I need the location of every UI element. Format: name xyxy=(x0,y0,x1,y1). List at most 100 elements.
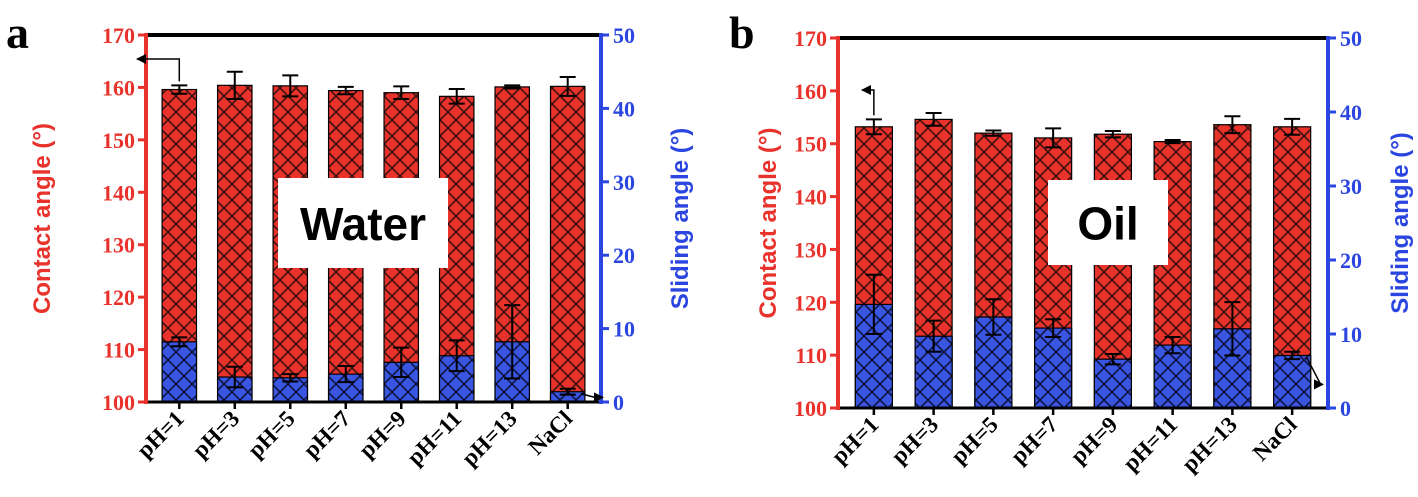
x-tick-label-pH=3: pH=3 xyxy=(188,406,245,463)
sliding-angle-error-pH=13 xyxy=(1224,301,1241,357)
x-tick-label-pH=5: pH=5 xyxy=(946,412,1003,469)
left-tick-label-110: 110 xyxy=(795,343,827,368)
left-tick-label-110: 110 xyxy=(103,338,135,363)
sliding-angle-bar-pH=11 xyxy=(1153,344,1192,409)
sliding-angle-bar-pH=5 xyxy=(272,377,309,403)
x-tick-label-pH=13: pH=13 xyxy=(1177,412,1242,477)
sliding-angle-error-pH=11 xyxy=(1164,335,1181,355)
left-tick-label-100: 100 xyxy=(794,396,827,421)
left-tick-label-130: 130 xyxy=(794,237,827,262)
right-tick-label-0: 0 xyxy=(613,390,624,415)
overlay-label: Oil xyxy=(1077,198,1138,250)
right-tick-label-0: 0 xyxy=(1340,396,1351,421)
left-tick-label-130: 130 xyxy=(102,233,135,258)
sliding-angle-error-pH=13 xyxy=(504,304,521,380)
contact-angle-error-NaCl xyxy=(559,75,576,97)
sliding-angle-error-pH=11 xyxy=(448,339,465,373)
contact-angle-error-pH=9 xyxy=(393,85,410,100)
right-y-axis-title: Sliding angle (°) xyxy=(667,128,694,310)
panel-a-water: a Water 100 110 120 130 140 150 160 170 0 10 20 30 40 5… xyxy=(6,7,694,471)
left-tick-label-150: 150 xyxy=(102,128,135,153)
contact-angle-error-pH=3 xyxy=(226,70,243,100)
x-tick-label-pH=1: pH=1 xyxy=(132,406,189,463)
panel-b-oil: b Oil 100 110 120 130 140 150 160 170 0 10 20 30 40 50 p… xyxy=(729,7,1414,477)
panel-label: b xyxy=(729,7,755,58)
x-tick-label-pH=7: pH=7 xyxy=(299,406,356,463)
left-tick-label-140: 140 xyxy=(794,185,827,210)
left-y-axis-title: Contact angle (°) xyxy=(29,123,56,314)
sliding-angle-bar-pH=7 xyxy=(1033,327,1073,409)
contact-angle-error-pH=5 xyxy=(282,74,299,98)
contact-angle-error-pH=9 xyxy=(1104,130,1121,139)
x-tick-label-pH=5: pH=5 xyxy=(243,406,300,463)
left-tick-label-160: 160 xyxy=(794,79,827,104)
x-tick-label-pH=3: pH=3 xyxy=(886,412,943,469)
sliding-angle-bar-pH=1 xyxy=(161,341,198,403)
contact-angle-error-pH=7 xyxy=(337,85,354,96)
contact-angle-bar-NaCl xyxy=(549,85,586,403)
contact-angle-error-pH=13 xyxy=(504,84,521,90)
right-tick-label-30: 30 xyxy=(613,170,635,195)
sliding-angle-error-pH=9 xyxy=(1104,352,1121,366)
sliding-angle-error-pH=5 xyxy=(282,373,299,383)
x-tick-label-pH=1: pH=1 xyxy=(827,412,884,469)
left-y-axis-title: Contact angle (°) xyxy=(755,128,782,319)
overlay-label-box xyxy=(278,178,448,268)
overlay-label-box xyxy=(1048,180,1168,265)
overlay-label: Water xyxy=(300,198,426,250)
contact-angle-error-pH=3 xyxy=(925,112,942,127)
contact-angle-error-pH=7 xyxy=(1045,127,1062,149)
contact-angle-error-pH=1 xyxy=(865,118,882,136)
left-tick-label-170: 170 xyxy=(102,23,135,48)
sliding-angle-bar-NaCl xyxy=(1273,354,1312,409)
panel-label: a xyxy=(6,7,29,58)
sliding-angle-axis-arrow xyxy=(1306,357,1324,390)
left-tick-label-170: 170 xyxy=(794,26,827,51)
sliding-angle-error-pH=1 xyxy=(865,273,882,335)
right-tick-label-50: 50 xyxy=(613,23,635,48)
x-tick-label-pH=11: pH=11 xyxy=(402,406,466,470)
sliding-angle-error-NaCl xyxy=(1284,350,1301,361)
sliding-angle-error-pH=1 xyxy=(171,336,188,348)
x-tick-label-pH=9: pH=9 xyxy=(1066,412,1123,469)
left-tick-label-150: 150 xyxy=(794,132,827,157)
contact-angle-axis-arrow xyxy=(861,85,875,116)
left-tick-label-100: 100 xyxy=(102,390,135,415)
right-tick-label-30: 30 xyxy=(1340,174,1362,199)
left-tick-label-120: 120 xyxy=(794,290,827,315)
right-tick-label-20: 20 xyxy=(613,243,635,268)
sliding-angle-error-pH=3 xyxy=(226,365,243,389)
contact-angle-error-pH=13 xyxy=(1224,115,1241,135)
right-y-axis-title: Sliding angle (°) xyxy=(1387,132,1414,314)
x-tick-label-pH=11: pH=11 xyxy=(1118,412,1182,476)
right-tick-label-20: 20 xyxy=(1340,248,1362,273)
contact-angle-error-pH=5 xyxy=(985,129,1002,137)
right-tick-label-40: 40 xyxy=(1340,100,1362,125)
sliding-angle-error-NaCl xyxy=(559,387,576,396)
right-tick-label-40: 40 xyxy=(613,96,635,121)
x-tick-label-NaCl: NaCl xyxy=(523,406,577,460)
sliding-angle-error-pH=7 xyxy=(1045,318,1062,338)
sliding-angle-error-pH=9 xyxy=(393,346,410,379)
x-tick-label-NaCl: NaCl xyxy=(1248,412,1302,466)
left-tick-label-120: 120 xyxy=(102,285,135,310)
contact-angle-error-pH=11 xyxy=(1164,139,1181,145)
x-tick-label-pH=9: pH=9 xyxy=(354,406,411,463)
right-tick-label-10: 10 xyxy=(613,317,635,342)
sliding-angle-axis-arrow xyxy=(580,392,604,403)
contact-angle-axis-arrow xyxy=(136,54,181,82)
contact-angle-error-NaCl xyxy=(1284,117,1301,136)
x-tick-label-pH=7: pH=7 xyxy=(1006,412,1063,469)
sliding-angle-bar-pH=9 xyxy=(1093,358,1133,409)
sliding-angle-error-pH=7 xyxy=(337,365,354,384)
x-tick-label-pH=13: pH=13 xyxy=(457,406,522,471)
right-tick-label-10: 10 xyxy=(1340,322,1362,347)
sliding-angle-error-pH=5 xyxy=(985,298,1002,336)
left-tick-label-140: 140 xyxy=(102,180,135,205)
sliding-angle-error-pH=3 xyxy=(925,319,942,353)
contact-angle-bar-pH=3 xyxy=(216,84,253,403)
contact-angle-error-pH=1 xyxy=(171,84,188,95)
right-tick-label-50: 50 xyxy=(1340,26,1362,51)
left-tick-label-160: 160 xyxy=(102,75,135,100)
